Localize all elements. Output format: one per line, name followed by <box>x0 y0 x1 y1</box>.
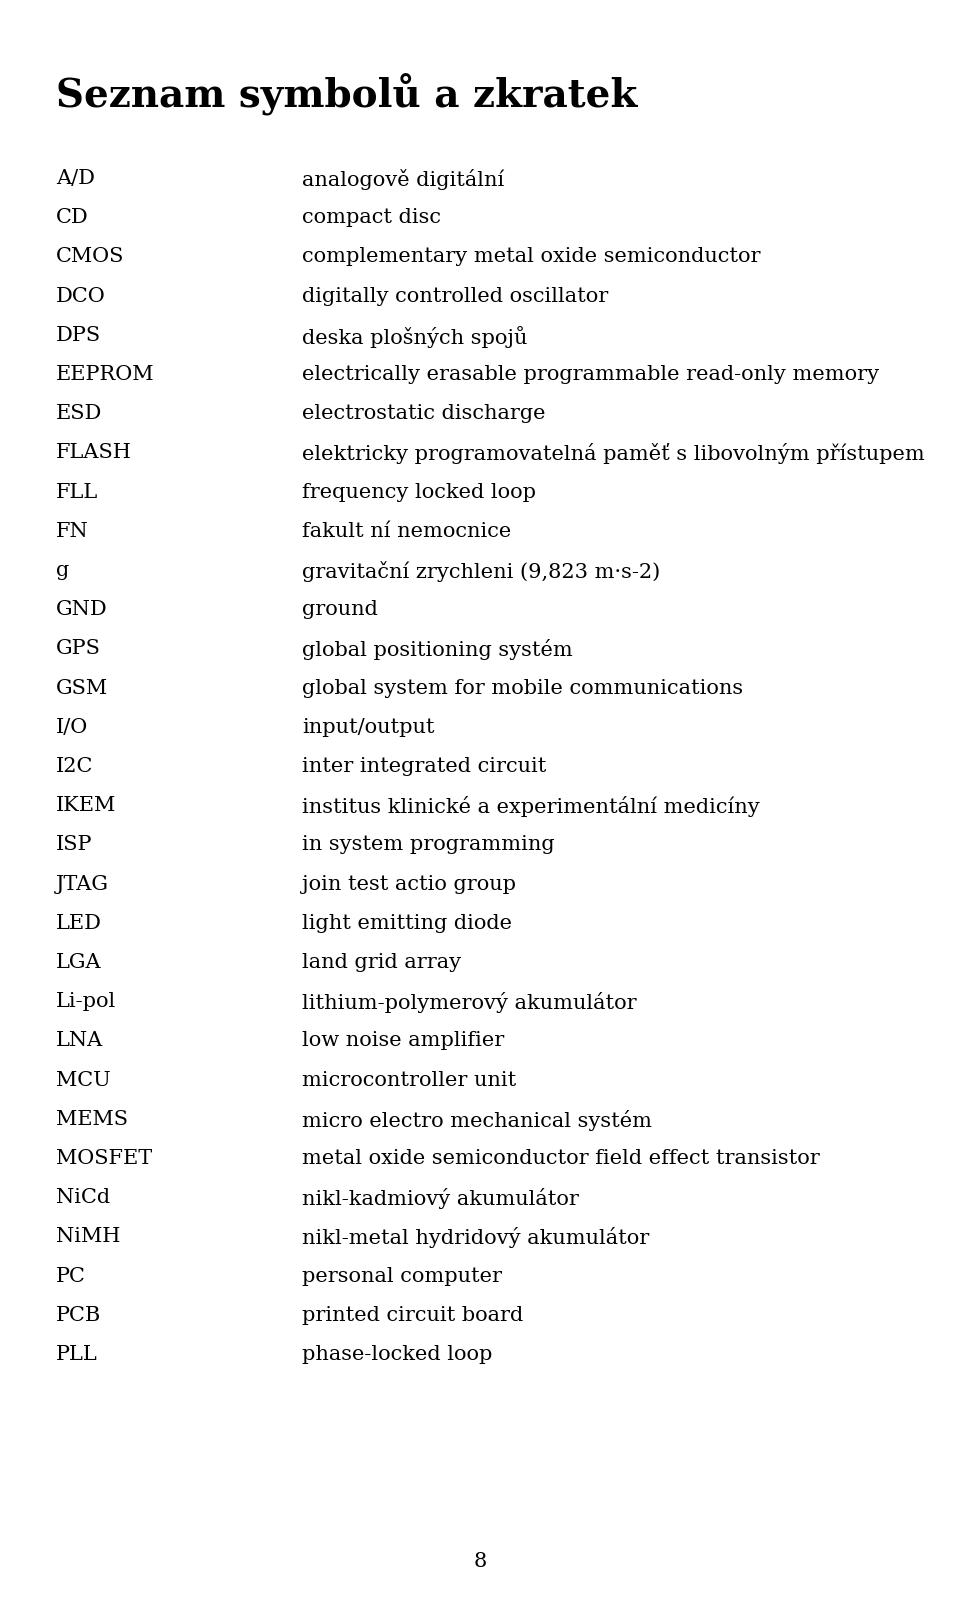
Text: Seznam symbolů a zkratek: Seznam symbolů a zkratek <box>56 74 637 117</box>
Text: A/D: A/D <box>56 169 95 189</box>
Text: ground: ground <box>302 600 378 619</box>
Text: LNA: LNA <box>56 1031 103 1051</box>
Text: gravitační zrychleni (9,823 m·s-2): gravitační zrychleni (9,823 m·s-2) <box>302 561 660 582</box>
Text: deska plošných spojů: deska plošných spojů <box>302 326 528 349</box>
Text: institus klinické a experimentální medicíny: institus klinické a experimentální medic… <box>302 796 760 817</box>
Text: ESD: ESD <box>56 405 102 424</box>
Text: personal computer: personal computer <box>302 1266 502 1286</box>
Text: fakult ní nemocnice: fakult ní nemocnice <box>302 521 512 540</box>
Text: I/O: I/O <box>56 718 88 737</box>
Text: DPS: DPS <box>56 326 101 345</box>
Text: light emitting diode: light emitting diode <box>302 913 513 932</box>
Text: digitally controlled oscillator: digitally controlled oscillator <box>302 286 609 305</box>
Text: EEPROM: EEPROM <box>56 365 155 384</box>
Text: LGA: LGA <box>56 953 102 972</box>
Text: complementary metal oxide semiconductor: complementary metal oxide semiconductor <box>302 248 761 267</box>
Text: LED: LED <box>56 913 102 932</box>
Text: PLL: PLL <box>56 1345 97 1364</box>
Text: FLASH: FLASH <box>56 443 132 462</box>
Text: nikl-metal hydridový akumulátor: nikl-metal hydridový akumulátor <box>302 1228 650 1249</box>
Text: electrically erasable programmable read-only memory: electrically erasable programmable read-… <box>302 365 879 384</box>
Text: ISP: ISP <box>56 835 92 854</box>
Text: g: g <box>56 561 69 580</box>
Text: FN: FN <box>56 521 88 540</box>
Text: electrostatic discharge: electrostatic discharge <box>302 405 546 424</box>
Text: in system programming: in system programming <box>302 835 555 854</box>
Text: NiCd: NiCd <box>56 1188 109 1207</box>
Text: global positioning systém: global positioning systém <box>302 640 573 660</box>
Text: MCU: MCU <box>56 1071 110 1089</box>
Text: PCB: PCB <box>56 1306 101 1326</box>
Text: MEMS: MEMS <box>56 1110 128 1129</box>
Text: CMOS: CMOS <box>56 248 124 267</box>
Text: I2C: I2C <box>56 756 93 776</box>
Text: phase-locked loop: phase-locked loop <box>302 1345 492 1364</box>
Text: elektricky programovatelná paměť s libovolným přístupem: elektricky programovatelná paměť s libov… <box>302 443 925 464</box>
Text: analogově digitální: analogově digitální <box>302 169 505 190</box>
Text: 8: 8 <box>473 1553 487 1570</box>
Text: input/output: input/output <box>302 718 435 737</box>
Text: GND: GND <box>56 600 108 619</box>
Text: PC: PC <box>56 1266 85 1286</box>
Text: frequency locked loop: frequency locked loop <box>302 483 537 502</box>
Text: inter integrated circuit: inter integrated circuit <box>302 756 547 776</box>
Text: JTAG: JTAG <box>56 875 108 894</box>
Text: join test actio group: join test actio group <box>302 875 516 894</box>
Text: GSM: GSM <box>56 678 108 697</box>
Text: compact disc: compact disc <box>302 208 442 227</box>
Text: micro electro mechanical systém: micro electro mechanical systém <box>302 1110 653 1130</box>
Text: Li-pol: Li-pol <box>56 993 116 1011</box>
Text: GPS: GPS <box>56 640 101 659</box>
Text: CD: CD <box>56 208 88 227</box>
Text: nikl-kadmiový akumulátor: nikl-kadmiový akumulátor <box>302 1188 579 1209</box>
Text: printed circuit board: printed circuit board <box>302 1306 523 1326</box>
Text: land grid array: land grid array <box>302 953 462 972</box>
Text: lithium-polymerový akumulátor: lithium-polymerový akumulátor <box>302 993 637 1014</box>
Text: MOSFET: MOSFET <box>56 1150 152 1167</box>
Text: metal oxide semiconductor field effect transistor: metal oxide semiconductor field effect t… <box>302 1150 820 1167</box>
Text: NiMH: NiMH <box>56 1228 120 1246</box>
Text: low noise amplifier: low noise amplifier <box>302 1031 505 1051</box>
Text: DCO: DCO <box>56 286 106 305</box>
Text: FLL: FLL <box>56 483 98 502</box>
Text: global system for mobile communications: global system for mobile communications <box>302 678 744 697</box>
Text: microcontroller unit: microcontroller unit <box>302 1071 516 1089</box>
Text: IKEM: IKEM <box>56 796 116 815</box>
